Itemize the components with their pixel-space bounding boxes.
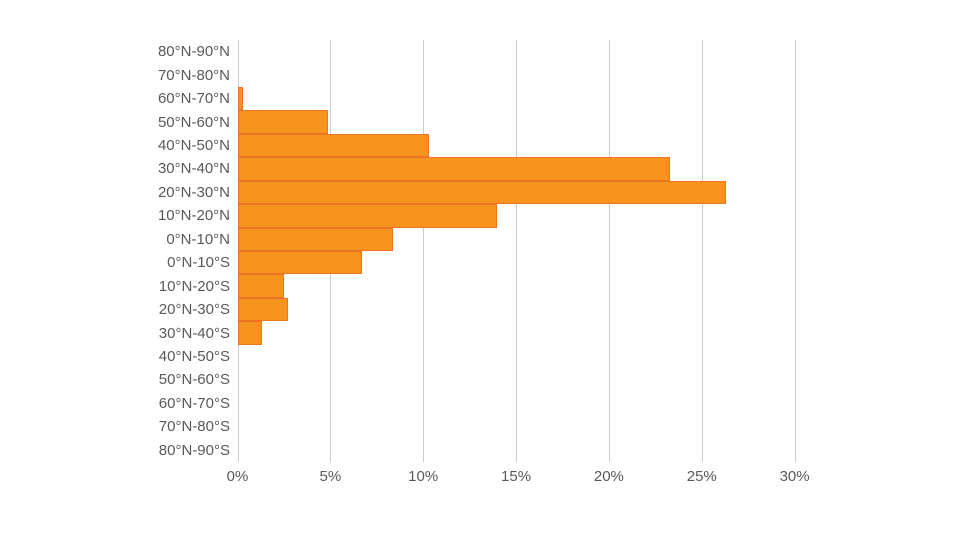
x-gridline-10%	[423, 40, 425, 462]
category-label: 70°N-80°N	[157, 66, 230, 84]
category-label: 80°N-90°N	[157, 43, 230, 61]
x-tick-label: 25%	[686, 468, 717, 485]
x-tick-label: 10%	[408, 468, 439, 485]
x-tick-label: 5%	[319, 468, 342, 485]
category-label: 20°N-30°S	[158, 301, 230, 319]
category-label: 60°N-70°S	[158, 394, 230, 412]
category-label: 10°N-20°N	[157, 207, 230, 225]
category-label: 50°N-60°N	[157, 113, 230, 131]
bar-20N-30S	[237, 297, 288, 322]
category-label: 30°N-40°S	[158, 324, 230, 342]
category-label: 30°N-40°N	[157, 160, 230, 178]
bar-10N-20S	[237, 274, 284, 298]
x-tick-label: 0%	[226, 468, 249, 485]
category-label: 10°N-20°S	[158, 277, 230, 295]
category-label: 60°N-70°N	[157, 90, 230, 108]
x-gridline-30%	[794, 40, 796, 462]
category-label: 80°N-90°S	[158, 441, 230, 459]
category-label: 0°N-10°S	[167, 254, 230, 272]
x-tick-label: 20%	[593, 468, 624, 485]
category-label: 20°N-30°N	[157, 183, 230, 201]
category-label: 0°N-10°N	[166, 230, 230, 248]
category-label: 40°N-50°N	[157, 136, 230, 154]
bar-10N-20N	[237, 204, 498, 228]
bar-60N-70N	[237, 86, 244, 111]
bar-20N-30N	[237, 180, 726, 205]
x-tick-label: 15%	[501, 468, 532, 485]
x-gridline-25%	[701, 40, 703, 462]
bar-0N-10N	[237, 227, 394, 251]
bar-0N-10S	[237, 251, 362, 275]
bar-30N-40S	[237, 321, 262, 345]
category-label: 40°N-50°S	[158, 347, 230, 365]
category-label: 50°N-60°S	[158, 371, 230, 389]
category-label: 70°N-80°S	[158, 418, 230, 436]
bar-40N-50N	[237, 133, 429, 158]
bar-50N-60N	[237, 110, 329, 134]
x-gridline-20%	[608, 40, 610, 462]
bar-30N-40N	[237, 157, 671, 181]
x-gridline-15%	[516, 40, 518, 462]
x-tick-label: 30%	[779, 468, 810, 485]
